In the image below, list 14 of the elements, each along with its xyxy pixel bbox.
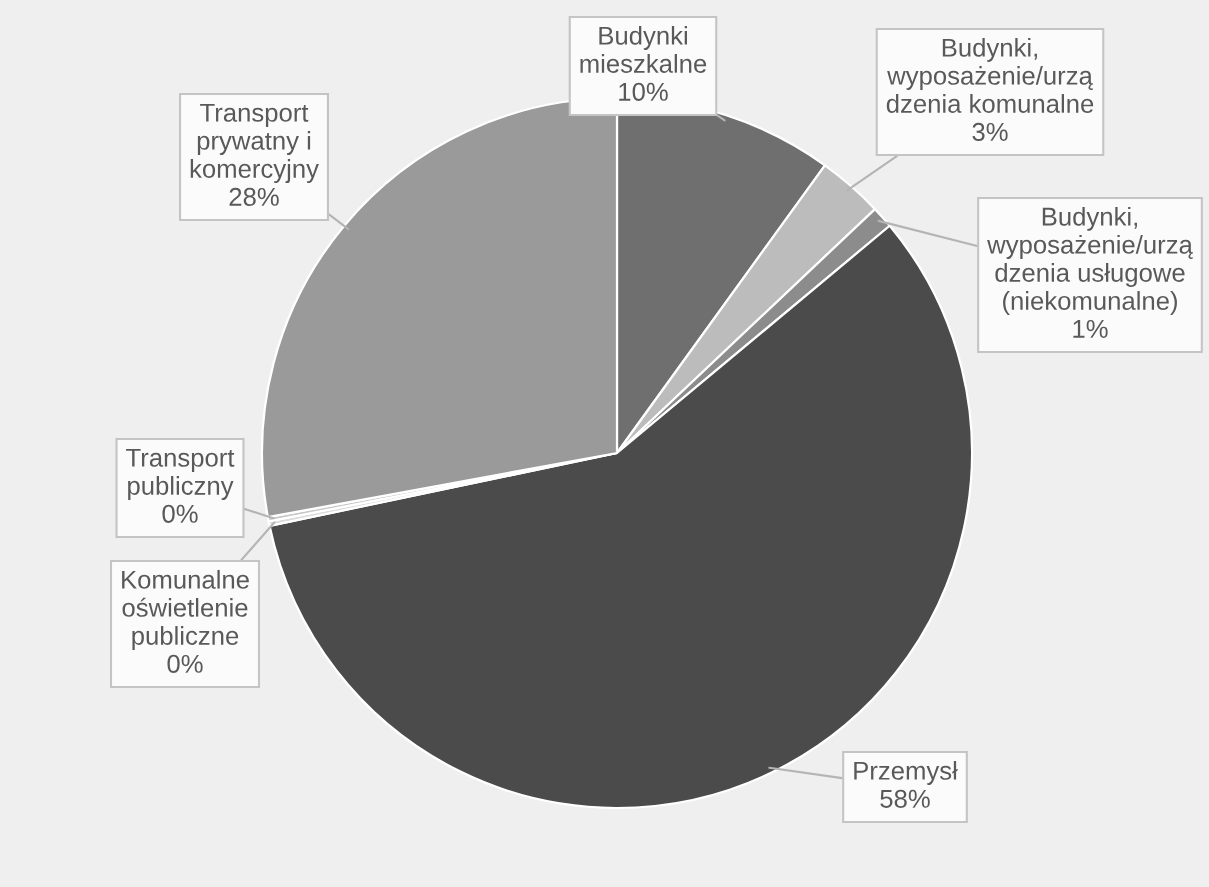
data-label: 28% [229,187,279,206]
data-label: 0% [167,654,203,673]
data-label: 1% [1073,319,1108,338]
data-label: 10% [619,82,668,101]
slice-label: Przemysł [854,761,958,785]
slice-label: Transport publiczny [126,448,235,500]
slice-label: Komunalne oświetlenie publiczne [122,569,249,650]
slice-label: Budynki mieszkalne [580,25,707,73]
slice-label: Budynki, wyposażenie/urzą dzenia komunalne [886,37,1094,113]
data-label: 58% [880,789,930,808]
slice-label: Budynki, wyposażenie/urzą dzenia usługowe (niekomunalne) [987,206,1193,316]
data-label: 0% [162,504,198,523]
data-label: 3% [972,122,1008,141]
slice-label: Transport prywatny i komercyjny [190,103,319,183]
